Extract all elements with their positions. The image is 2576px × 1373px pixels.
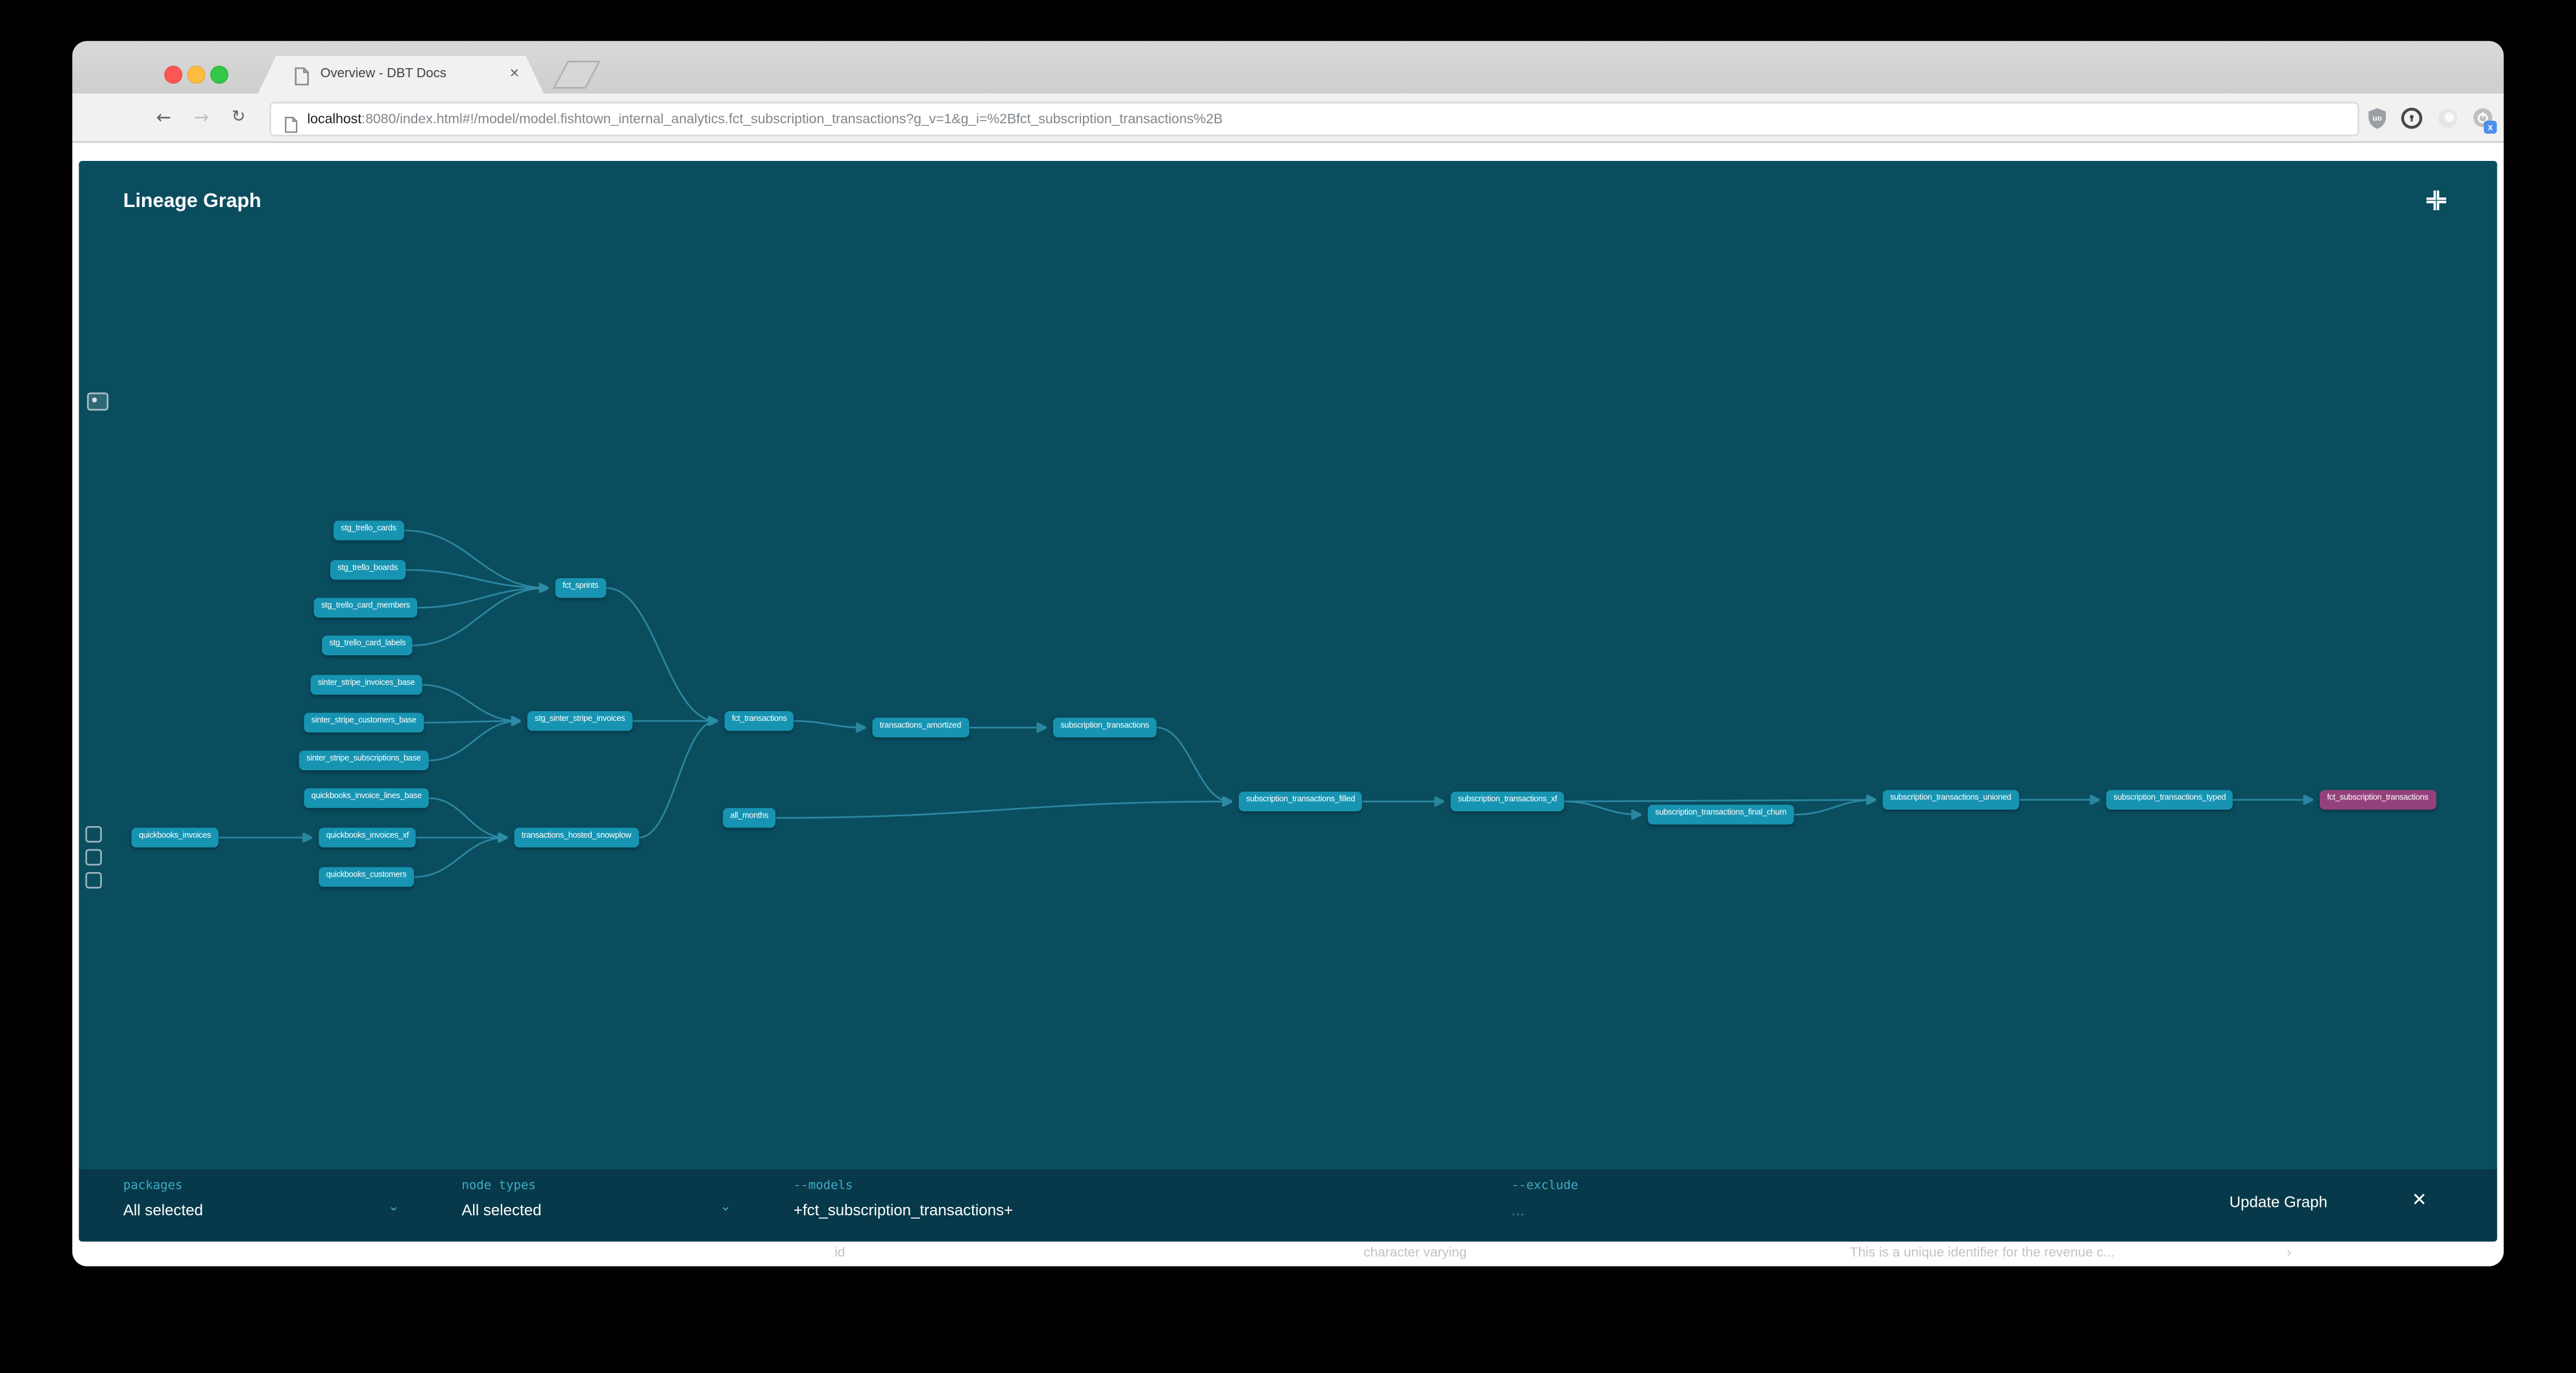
page-icon — [284, 112, 298, 141]
minimize-window-button[interactable] — [187, 66, 206, 84]
filter-node-types-value: All selected — [461, 1202, 542, 1221]
tab-overview-dbt-docs[interactable]: Overview - DBT Docs ✕ — [258, 56, 544, 94]
graph-node-stg_trello_boards[interactable]: stg_trello_boards — [330, 560, 406, 579]
lineage-edge-sinter_stripe_subscriptions_base-to-stg_sinter_stripe_invoices — [428, 721, 519, 762]
lineage-edge-stg_trello_cards-to-fct_sprints — [404, 529, 547, 589]
graph-node-sinter_stripe_invoices_base[interactable]: sinter_stripe_invoices_base — [310, 675, 422, 695]
graph-node-all_months[interactable]: all_months — [723, 808, 776, 828]
svg-text:uo: uo — [2372, 114, 2381, 123]
update-graph-button[interactable]: Update Graph — [2229, 1194, 2327, 1212]
filter-exclude-label: --exclude — [1511, 1177, 1579, 1193]
lineage-edge-quickbooks_invoice_lines_base-to-transactions_hosted_snowplow — [428, 797, 506, 838]
power-extension-icon[interactable]: x — [2471, 107, 2497, 134]
zoom-window-button[interactable] — [210, 66, 228, 84]
lineage-edge-subscription_transactions_final_churn-to-subscription_transactions_unioned — [1793, 800, 1875, 816]
lineage-edge-fct_transactions-to-transactions_amortized — [793, 720, 864, 727]
lineage-edge-sinter_stripe_invoices_base-to-stg_sinter_stripe_invoices — [422, 684, 519, 721]
background-row-cell-3: This is a unique identifier for the reve… — [1849, 1245, 2115, 1260]
graph-filter-bar: Update Graph ✕ packages All selected ⌄ node… — [79, 1169, 2497, 1242]
graph-node-stg_sinter_stripe_invoices[interactable]: stg_sinter_stripe_invoices — [527, 711, 633, 731]
close-window-button[interactable] — [164, 66, 183, 84]
lineage-graph-overlay: stg_trello_cards stg_trello_boards stg_tre… — [79, 161, 2497, 1242]
background-table-row: id character varying This is a unique iden… — [72, 1245, 2503, 1267]
graph-node-subscription_transactions_filled[interactable]: subscription_transactions_filled — [1239, 791, 1363, 811]
filter-models-field[interactable]: --models +fct_subscription_transactions+ — [794, 1169, 1451, 1241]
graph-control-button-3[interactable] — [85, 872, 102, 889]
graph-node-stg_trello_cards[interactable]: stg_trello_cards — [333, 520, 404, 541]
graph-node-subscription_transactions[interactable]: subscription_transactions — [1052, 718, 1157, 737]
collapse-graph-icon[interactable] — [2425, 189, 2448, 212]
graph-node-fct_subscription_transactions[interactable]: fct_subscription_transactions — [2320, 790, 2436, 810]
graph-node-quickbooks_customers[interactable]: quickbooks_customers — [319, 867, 414, 887]
filter-packages-field[interactable]: packages All selected ⌄ — [123, 1169, 399, 1241]
lineage-graph-title: Lineage Graph — [123, 189, 261, 212]
graph-control-button-1[interactable] — [85, 826, 102, 843]
filter-node-types-chevron-icon: ⌄ — [720, 1198, 731, 1214]
filter-packages-chevron-icon: ⌄ — [388, 1198, 400, 1214]
filter-node-types-field[interactable]: node types All selected ⌄ — [461, 1169, 731, 1241]
graph-node-subscription_transactions_typed[interactable]: subscription_transactions_typed — [2106, 790, 2233, 810]
filter-packages-label: packages — [123, 1177, 183, 1193]
filter-models-value: +fct_subscription_transactions+ — [793, 1202, 1014, 1221]
graph-node-subscription_transactions_xf[interactable]: subscription_transactions_xf — [1450, 791, 1565, 811]
address-bar[interactable]: localhost:8080/index.html#!/model/model.… — [269, 101, 2359, 137]
lineage-edge-stg_trello_card_members-to-fct_sprints — [417, 588, 547, 609]
background-row-cell-4: › — [2287, 1245, 2292, 1260]
reload-button[interactable]: ↻ — [231, 108, 246, 127]
page-favicon — [294, 64, 309, 94]
graph-node-subscription_transactions_unioned[interactable]: subscription_transactions_unioned — [1882, 790, 2019, 810]
lineage-edge-sinter_stripe_customers_base-to-stg_sinter_stripe_invoices — [424, 721, 519, 723]
lineage-edge-transactions_hosted_snowplow-to-fct_transactions — [638, 721, 716, 839]
forward-button[interactable]: → — [193, 106, 210, 128]
background-row-cell-1: id — [834, 1245, 845, 1260]
close-overlay-icon[interactable]: ✕ — [2411, 1189, 2427, 1211]
opera-extension-icon[interactable] — [2436, 107, 2459, 130]
svg-text:x: x — [2488, 122, 2493, 132]
graph-node-quickbooks_invoices[interactable]: quickbooks_invoices — [131, 827, 219, 847]
url-text: localhost:8080/index.html#!/model/model.… — [307, 103, 1222, 134]
graph-node-stg_trello_card_members[interactable]: stg_trello_card_members — [313, 598, 418, 618]
lineage-edge-subscription_transactions_xf-to-subscription_transactions_unioned — [1564, 800, 1875, 802]
back-button[interactable]: ← — [156, 106, 171, 128]
graph-node-transactions_amortized[interactable]: transactions_amortized — [872, 718, 969, 737]
tab-close-icon[interactable]: ✕ — [509, 66, 520, 81]
lineage-edge-subscription_transactions-to-subscription_transactions_filled — [1156, 727, 1230, 801]
lineage-nodes-layer: stg_trello_cards stg_trello_boards stg_tre… — [79, 161, 2497, 1241]
onepassword-extension-icon[interactable] — [2400, 107, 2423, 130]
graph-node-fct_transactions[interactable]: fct_transactions — [724, 711, 794, 731]
lineage-edge-quickbooks_customers-to-transactions_hosted_snowplow — [414, 838, 506, 878]
graph-node-subscription_transactions_final_churn[interactable]: subscription_transactions_final_churn — [1647, 805, 1794, 824]
tab-title: Overview - DBT Docs — [320, 66, 447, 81]
graph-node-fct_sprints[interactable]: fct_sprints — [555, 577, 606, 598]
graph-control-image-icon[interactable] — [87, 392, 109, 411]
graph-node-sinter_stripe_subscriptions_base[interactable]: sinter_stripe_subscriptions_base — [298, 750, 428, 770]
lineage-edge-all_months-to-subscription_transactions_filled — [775, 801, 1230, 819]
filter-exclude-field[interactable]: --exclude... — [1511, 1169, 1840, 1241]
graph-node-quickbooks_invoices_xf[interactable]: quickbooks_invoices_xf — [319, 827, 417, 847]
ublock-extension-icon[interactable]: uo — [2366, 107, 2388, 130]
filter-models-label: --models — [793, 1177, 853, 1193]
graph-node-transactions_hosted_snowplow[interactable]: transactions_hosted_snowplow — [514, 827, 639, 847]
filter-exclude-value: ... — [1511, 1202, 1525, 1221]
graph-control-button-2[interactable] — [85, 849, 102, 866]
lineage-edge-stg_trello_boards-to-fct_sprints — [406, 569, 547, 588]
filter-packages-value: All selected — [123, 1202, 203, 1221]
graph-node-quickbooks_invoice_lines_base[interactable]: quickbooks_invoice_lines_base — [304, 788, 430, 808]
filter-node-types-label: node types — [461, 1177, 536, 1193]
page-content: id character varying This is a unique iden… — [72, 144, 2504, 1267]
url-path: :8080/index.html#!/model/model.fishtown_… — [361, 110, 1223, 127]
browser-window: Overview - DBT Docs ✕ ← → ↻ localhost:80… — [72, 41, 2504, 1267]
graph-node-stg_trello_card_labels[interactable]: stg_trello_card_labels — [322, 635, 413, 655]
lineage-edge-stg_trello_card_labels-to-fct_sprints — [412, 588, 548, 646]
graph-node-sinter_stripe_customers_base[interactable]: sinter_stripe_customers_base — [304, 712, 424, 733]
browser-toolbar: ← → ↻ localhost:8080/index.html#!/model/… — [72, 93, 2504, 143]
lineage-edges — [218, 529, 2497, 878]
url-host: localhost — [307, 110, 362, 127]
lineage-edge-fct_sprints-to-fct_transactions — [606, 587, 716, 721]
background-row-cell-2: character varying — [1363, 1245, 1467, 1260]
